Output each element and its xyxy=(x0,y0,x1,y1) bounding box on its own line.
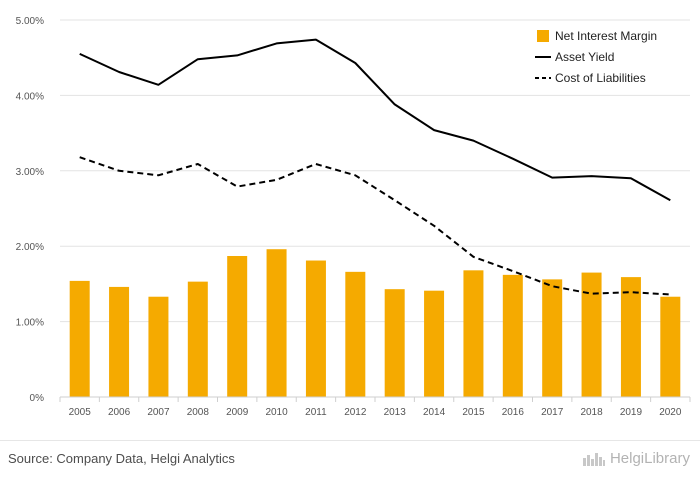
chart: 0% 1.00% 2.00% 3.00% 4.00% 5.00% 2005 2006 2007… xyxy=(16,16,691,418)
x-tick-label: 2019 xyxy=(620,407,643,418)
x-tick-label: 2012 xyxy=(344,407,367,418)
x-tick-label: 2014 xyxy=(423,407,446,418)
bar-2011 xyxy=(305,260,326,397)
bar-2010 xyxy=(266,249,287,397)
y-tick-label: 1.00% xyxy=(16,318,44,329)
bar-2015 xyxy=(463,270,484,397)
bar-2014 xyxy=(424,290,445,397)
bar-2013 xyxy=(384,289,405,397)
bar-series xyxy=(69,249,681,397)
x-tick-label: 2018 xyxy=(580,407,603,418)
legend-label-cost-of-liabilities: Cost of Liabilities xyxy=(555,71,646,85)
source-note: Source: Company Data, Helgi Analytics xyxy=(8,451,235,466)
x-axis: 2005 2006 2007 2008 2009 2010 2011 2012 2013 2014… xyxy=(59,396,691,418)
y-tick-label: 2.00% xyxy=(16,242,44,253)
y-axis-ticks: 0% 1.00% 2.00% 3.00% 4.00% 5.00% xyxy=(16,16,44,404)
x-tick-label: 2020 xyxy=(659,407,682,418)
x-tick-label: 2007 xyxy=(147,407,170,418)
legend: Net Interest Margin Asset Yield Cost of Li… xyxy=(535,29,657,85)
logo-text: HelgiLibrary xyxy=(609,450,690,467)
x-tick-label: 2006 xyxy=(108,407,131,418)
x-tick-label: 2010 xyxy=(265,407,288,418)
helgi-library-logo: HelgiLibrary xyxy=(582,450,690,467)
footer: Source: Company Data, Helgi Analytics He… xyxy=(0,440,700,484)
x-tick-label: 2015 xyxy=(462,407,485,418)
bar-2007 xyxy=(148,296,169,397)
bar-2009 xyxy=(227,256,248,397)
bar-2008 xyxy=(187,281,208,397)
line-asset-yield xyxy=(79,38,671,202)
y-tick-label: 4.00% xyxy=(16,91,44,102)
bar-2005 xyxy=(69,280,90,397)
bar-2018 xyxy=(581,272,602,397)
x-tick-label: 2011 xyxy=(305,407,327,418)
bar-2020 xyxy=(660,296,681,397)
x-tick-label: 2017 xyxy=(541,407,564,418)
x-tick-label: 2013 xyxy=(384,407,407,418)
bar-2012 xyxy=(345,271,366,397)
legend-swatch-net-interest-margin xyxy=(537,30,549,42)
y-tick-label: 5.00% xyxy=(16,16,44,27)
y-tick-label: 0% xyxy=(30,393,45,404)
line-cost-of-liabilities xyxy=(79,156,671,296)
bar-2019 xyxy=(620,277,641,397)
bar-2006 xyxy=(109,286,130,397)
line-series xyxy=(79,38,671,296)
bar-2017 xyxy=(542,279,563,397)
legend-label-net-interest-margin: Net Interest Margin xyxy=(555,29,657,43)
x-tick-label: 2008 xyxy=(187,407,210,418)
x-tick-label: 2005 xyxy=(69,407,92,418)
bar-2016 xyxy=(502,274,523,397)
x-tick-label: 2009 xyxy=(226,407,249,418)
legend-label-asset-yield: Asset Yield xyxy=(555,50,614,64)
x-tick-label: 2016 xyxy=(502,407,525,418)
y-tick-label: 3.00% xyxy=(16,167,44,178)
city-skyline-icon xyxy=(582,452,605,466)
